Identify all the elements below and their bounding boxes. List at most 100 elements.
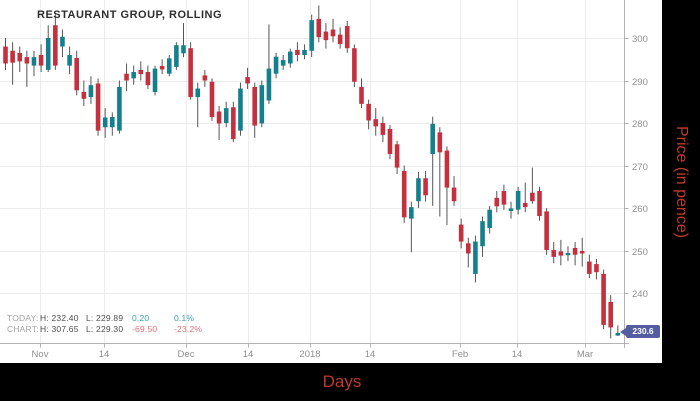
candle-body: [252, 86, 257, 126]
candle-body: [188, 48, 193, 98]
candle-body: [423, 178, 428, 196]
candle-body: [81, 91, 87, 99]
candle-body: [451, 187, 457, 202]
candle-body: [174, 45, 179, 67]
candle-body: [337, 34, 343, 44]
x-axis-tick-label: Dec: [178, 349, 195, 360]
stats-chart-high: H: 307.65: [40, 324, 79, 334]
candle-body: [344, 26, 350, 49]
candle-body: [608, 301, 613, 328]
candle-body: [31, 57, 37, 66]
last-price-tag: 230.6: [620, 325, 660, 338]
candle-body: [466, 243, 471, 254]
candle-body: [95, 83, 101, 131]
chart-panel: 300 290 280 270 260 250 240 Nov 14 Dec 14 2018 14 Feb…: [0, 0, 662, 363]
stats-chart-change: -69.50: [132, 324, 158, 334]
chart-title: RESTAURANT GROUP, ROLLING: [37, 9, 223, 21]
candle-body: [537, 191, 542, 217]
candle-body: [352, 48, 357, 82]
candle-body: [295, 49, 300, 55]
x-axis-tick-label: 2018: [299, 349, 320, 360]
candle-body: [551, 250, 557, 257]
candle-body: [501, 191, 507, 205]
candle-body: [124, 73, 129, 81]
candle-body: [394, 144, 400, 168]
y-axis-tick-label: 260: [632, 204, 648, 215]
x-axis-tick-label: Nov: [32, 349, 49, 360]
candle-body: [3, 46, 8, 64]
candle-body: [202, 75, 208, 81]
candle-body: [67, 55, 72, 66]
candle-body: [373, 119, 379, 127]
candle-body: [430, 123, 435, 155]
candle-body: [245, 77, 250, 84]
candle-body: [152, 68, 158, 92]
x-axis-title: Days: [322, 372, 362, 391]
candle-body: [515, 191, 521, 210]
candle-body: [288, 51, 293, 64]
candle-body: [138, 69, 144, 75]
candle-body: [544, 211, 549, 251]
candle-body: [579, 250, 585, 254]
y-axis-tick-label: 280: [632, 119, 648, 130]
candle-body: [159, 66, 165, 70]
stats-today-low: L: 229.89: [86, 313, 124, 323]
candle-body: [302, 49, 307, 55]
candle-body: [216, 111, 222, 124]
candle-body: [480, 221, 485, 247]
stats-chart-low: L: 229.30: [86, 324, 124, 334]
candle-body: [166, 58, 172, 74]
candle-body: [316, 18, 322, 38]
candle-body: [110, 117, 115, 128]
candle-body: [444, 150, 450, 188]
stats-today-percent: 0.1%: [174, 313, 195, 323]
candle-body: [181, 45, 186, 54]
x-axis-tick-label: Feb: [452, 349, 468, 360]
candle-body: [359, 86, 364, 104]
stats-today-change: 0.20: [132, 313, 150, 323]
candle-body: [273, 56, 279, 74]
candle-body: [565, 253, 571, 256]
candle-body: [74, 57, 79, 91]
candle-body: [259, 85, 265, 124]
x-axis-tick-label: 14: [512, 349, 523, 360]
candle-body: [117, 86, 122, 131]
candle-body: [53, 25, 58, 66]
stats-legend: TODAY: H: 232.40 L: 229.89 0.20 0.1% CHA…: [7, 313, 214, 335]
candle-body: [458, 224, 464, 242]
candle-body: [330, 29, 336, 37]
stats-row-chart: CHART: H: 307.65 L: 229.30 -69.50 -23.2%: [7, 324, 214, 335]
y-axis-tick-label: 300: [632, 34, 648, 45]
candle-body: [102, 117, 108, 128]
candle-body: [45, 38, 51, 70]
candle-body: [409, 207, 414, 219]
y-axis-tick-label: 250: [632, 247, 648, 258]
candlestick-chart: 300 290 280 270 260 250 240 Nov 14 Dec 14 2018 14 Feb…: [0, 0, 648, 360]
stats-today-high: H: 232.40: [40, 313, 79, 323]
candle-body: [487, 209, 492, 228]
candle-body: [24, 57, 30, 64]
candle-body: [572, 247, 578, 255]
candle-body: [587, 261, 592, 274]
y-axis-title-band: Price (in pence): [662, 0, 700, 401]
candle-body: [309, 20, 314, 51]
candle-body: [145, 72, 151, 86]
x-axis-tick-label: 14: [243, 349, 254, 360]
candle-body: [223, 108, 229, 123]
axes: 300 290 280 270 260 250 240 Nov 14 Dec 14 2018 14 Feb…: [0, 0, 648, 360]
candle-body: [558, 251, 564, 256]
candle-body: [323, 31, 329, 41]
candle-body: [60, 36, 65, 47]
candle-body: [530, 192, 535, 202]
y-axis-tick-label: 240: [632, 289, 648, 300]
candle-body: [280, 60, 286, 66]
candles: [3, 5, 621, 339]
y-axis-tick-label: 290: [632, 77, 648, 88]
gridlines: [0, 0, 625, 344]
stats-today-label: TODAY:: [7, 313, 39, 323]
candle-body: [594, 264, 599, 273]
x-axis-tick-label: Mar: [577, 349, 593, 360]
x-axis-title-band: Days: [0, 363, 662, 401]
stats-chart-percent: -23.2%: [174, 324, 203, 334]
